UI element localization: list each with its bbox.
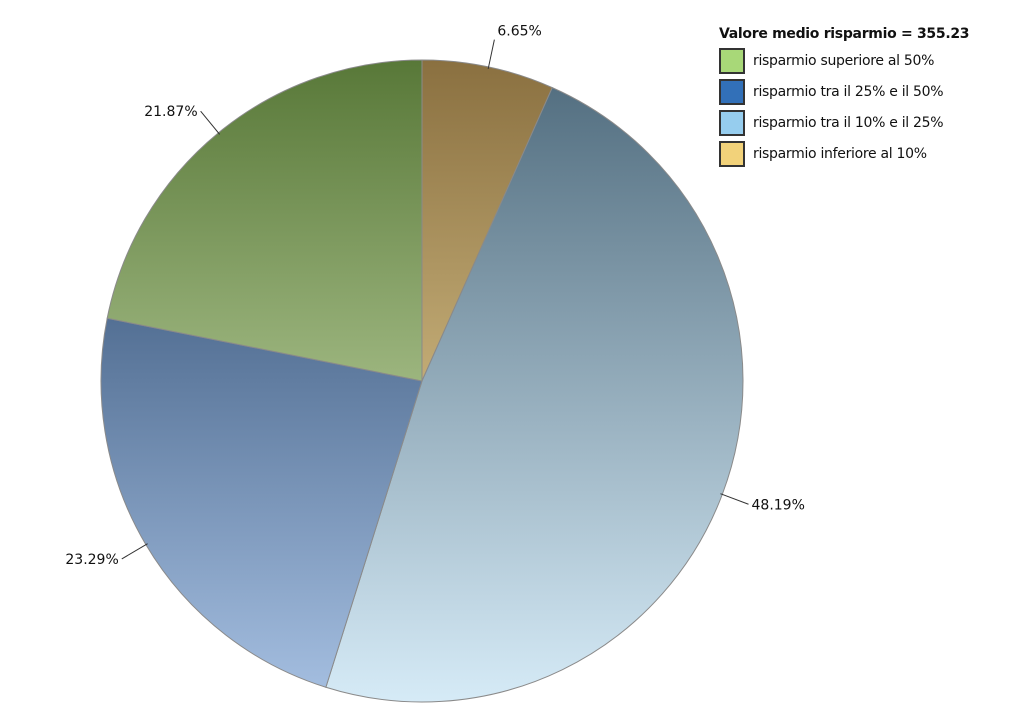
- label-leader-line: [720, 493, 749, 505]
- legend-item: risparmio tra il 25% e il 50%: [719, 76, 969, 108]
- legend-swatch: [719, 79, 745, 105]
- legend-label: risparmio superiore al 50%: [753, 53, 935, 69]
- legend: Valore medio risparmio = 355.23 risparmi…: [719, 26, 970, 170]
- legend-item: risparmio tra il 10% e il 25%: [719, 107, 969, 139]
- legend-item: risparmio superiore al 50%: [719, 45, 969, 77]
- slice-percentage-label: 21.87%: [144, 104, 197, 120]
- slice-percentage-label: 48.19%: [752, 497, 805, 513]
- label-leader-line: [487, 39, 495, 70]
- legend-item: risparmio inferiore al 10%: [719, 138, 969, 170]
- legend-label: risparmio tra il 10% e il 25%: [753, 115, 944, 131]
- label-leader-line: [200, 110, 221, 135]
- slice-percentage-label: 6.65%: [497, 24, 541, 40]
- legend-swatch: [719, 48, 745, 74]
- legend-label: risparmio inferiore al 10%: [753, 146, 927, 162]
- legend-label: risparmio tra il 25% e il 50%: [753, 84, 944, 100]
- slice-percentage-label: 23.29%: [65, 552, 118, 568]
- legend-title: Valore medio risparmio = 355.23: [719, 26, 970, 42]
- label-leader-line: [121, 543, 148, 560]
- legend-swatch: [719, 110, 745, 136]
- legend-swatch: [719, 141, 745, 167]
